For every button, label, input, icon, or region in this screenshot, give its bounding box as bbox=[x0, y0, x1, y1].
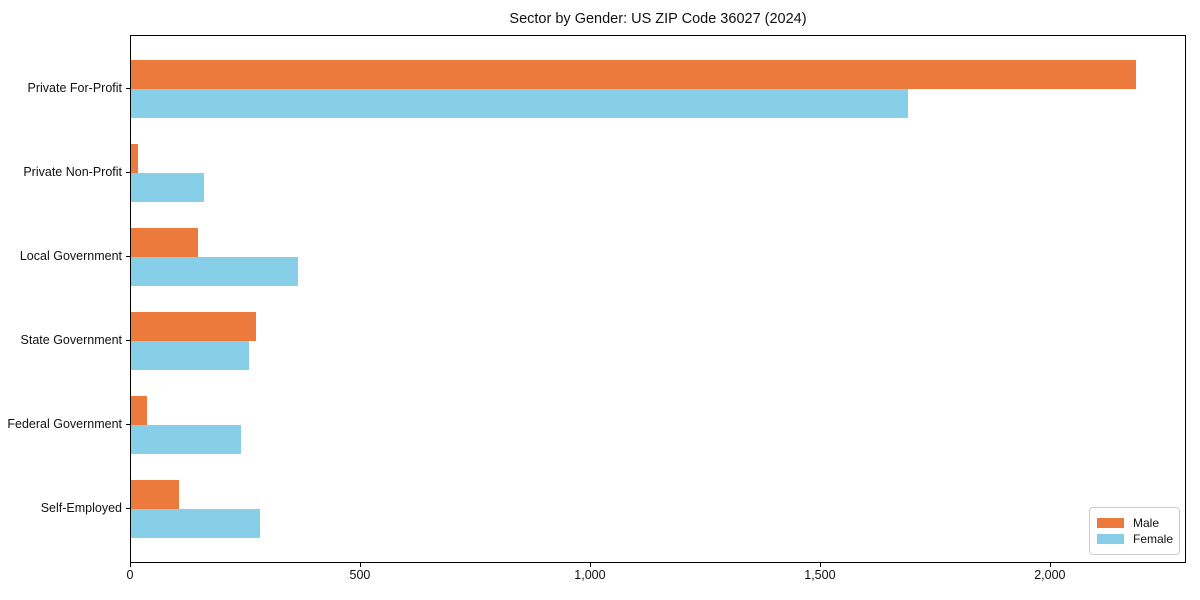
bar-female-2 bbox=[131, 173, 204, 202]
bar-male-5 bbox=[131, 396, 148, 425]
y-axis-tick bbox=[126, 340, 130, 342]
x-axis-tick bbox=[359, 563, 362, 567]
bar-female-1 bbox=[131, 89, 909, 118]
legend-entry-male: Male bbox=[1097, 516, 1171, 530]
y-axis-label: State Government bbox=[20, 333, 122, 347]
legend: Male Female bbox=[1089, 507, 1180, 555]
y-axis-label: Private For-Profit bbox=[27, 81, 122, 95]
legend-label: Male bbox=[1133, 516, 1160, 530]
y-axis-tick bbox=[126, 172, 130, 174]
y-axis-tick bbox=[126, 88, 130, 90]
x-axis-tick bbox=[819, 563, 822, 567]
plot-area bbox=[130, 35, 1186, 563]
bar-male-6 bbox=[131, 480, 180, 509]
x-axis-tick bbox=[1049, 563, 1052, 567]
x-axis-tick bbox=[589, 563, 592, 567]
legend-label: Female bbox=[1133, 532, 1174, 546]
y-axis-label: Federal Government bbox=[7, 417, 122, 431]
bar-male-2 bbox=[131, 144, 139, 173]
bar-male-1 bbox=[131, 60, 1136, 89]
y-axis-tick bbox=[126, 508, 130, 510]
x-axis-tick-label: 1,000 bbox=[574, 568, 606, 582]
legend-entry-female: Female bbox=[1097, 532, 1174, 546]
x-axis-tick-label: 1,500 bbox=[804, 568, 836, 582]
x-axis-tick-label: 0 bbox=[126, 568, 134, 582]
bar-female-6 bbox=[131, 509, 260, 538]
chart-title: Sector by Gender: US ZIP Code 36027 (202… bbox=[509, 11, 807, 27]
legend-swatch-male bbox=[1097, 518, 1124, 528]
bar-male-4 bbox=[131, 312, 257, 341]
x-axis-tick-label: 500 bbox=[349, 568, 371, 582]
bar-female-5 bbox=[131, 425, 241, 454]
y-axis-label: Private Non-Profit bbox=[23, 165, 122, 179]
y-axis-label: Local Government bbox=[19, 249, 122, 263]
x-axis-tick-label: 2,000 bbox=[1034, 568, 1066, 582]
bar-male-3 bbox=[131, 228, 198, 257]
y-axis-label: Self-Employed bbox=[40, 501, 122, 515]
y-axis-tick bbox=[126, 424, 130, 426]
legend-swatch-female bbox=[1097, 534, 1124, 544]
bar-female-3 bbox=[131, 257, 298, 286]
bar-female-4 bbox=[131, 341, 250, 370]
y-axis-tick bbox=[126, 256, 130, 258]
x-axis-tick bbox=[130, 563, 132, 567]
